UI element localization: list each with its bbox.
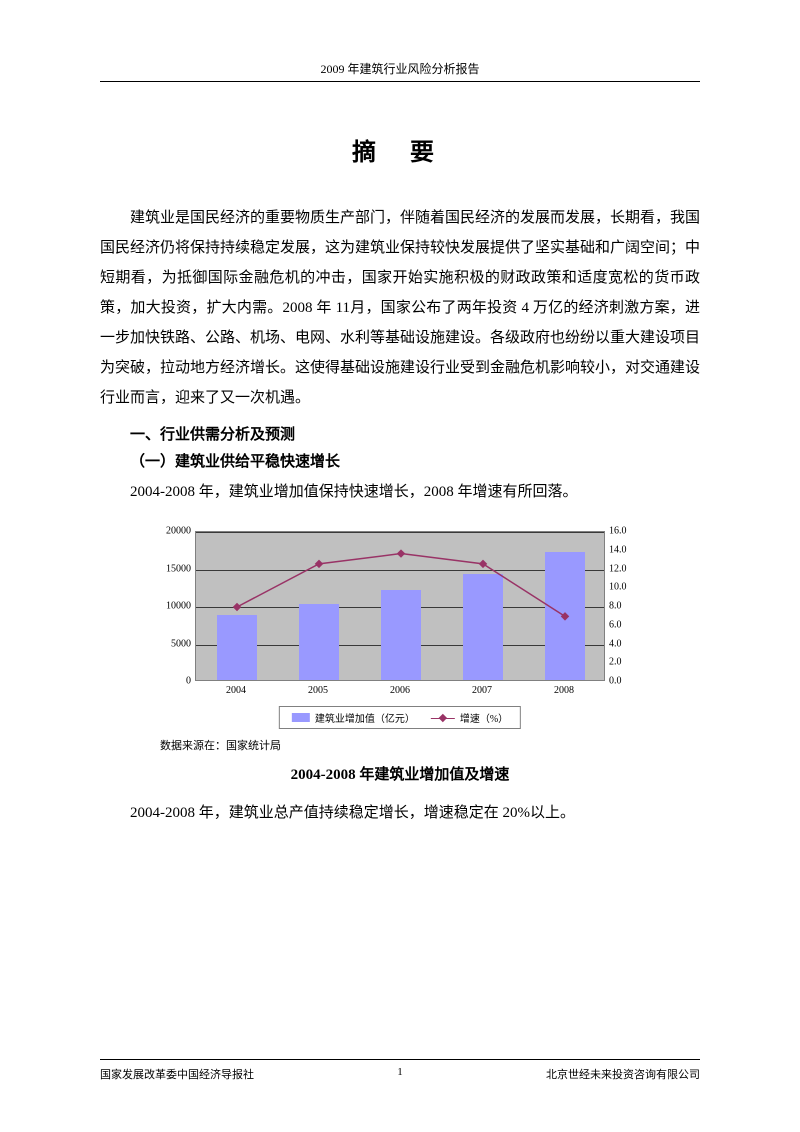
abstract-title: 摘 要	[100, 132, 700, 167]
chart-plot-area	[195, 531, 605, 681]
legend-bar-label: 建筑业增加值（亿元）	[315, 710, 415, 725]
chart-y-left-tick: 20000	[151, 526, 191, 537]
legend-line-label: 增速（%）	[460, 710, 508, 725]
chart-y-right-tick: 12.0	[609, 563, 649, 574]
legend-bar-swatch-icon	[292, 713, 310, 722]
chart-y-right-tick: 2.0	[609, 657, 649, 668]
chart-x-tick: 2007	[462, 685, 502, 696]
footer-left: 国家发展改革委中国经济导报社	[100, 1066, 254, 1082]
page-footer: 国家发展改革委中国经济导报社 1 北京世经未来投资咨询有限公司	[100, 1059, 700, 1082]
chart-y-right-tick: 6.0	[609, 619, 649, 630]
chart-x-tick: 2005	[298, 685, 338, 696]
chart-x-tick: 2006	[380, 685, 420, 696]
chart-y-right-tick: 16.0	[609, 526, 649, 537]
chart-caption: 2004-2008 年建筑业增加值及增速	[100, 763, 700, 784]
bar-line-chart: 0 5000 10000 15000 20000 0.0 2.0 4.0 6.0 8.0 10.0 1…	[145, 521, 655, 731]
footer-right: 北京世经未来投资咨询有限公司	[546, 1066, 700, 1082]
chart-y-right-tick: 14.0	[609, 544, 649, 555]
chart-y-right-tick: 10.0	[609, 582, 649, 593]
chart-legend: 建筑业增加值（亿元） 增速（%）	[279, 706, 521, 729]
chart-line-svg	[196, 532, 604, 680]
chart-y-left-tick: 15000	[151, 563, 191, 574]
footer-page-number: 1	[397, 1066, 403, 1082]
chart-y-right-tick: 4.0	[609, 638, 649, 649]
chart-y-right-tick: 0.0	[609, 676, 649, 687]
paragraph-supply-growth: 2004-2008 年，建筑业增加值保持快速增长，2008 年增速有所回落。	[100, 477, 700, 507]
chart-container: 0 5000 10000 15000 20000 0.0 2.0 4.0 6.0 8.0 10.0 1…	[145, 521, 655, 731]
chart-y-left-tick: 0	[151, 676, 191, 687]
paragraph-output-growth: 2004-2008 年，建筑业总产值持续稳定增长，增速稳定在 20%以上。	[100, 798, 700, 828]
section-heading-1: 一、行业供需分析及预测	[100, 423, 700, 444]
legend-line-item: 增速（%）	[431, 710, 508, 725]
chart-source-note: 数据来源在：国家统计局	[160, 737, 700, 753]
page-header: 2009 年建筑行业风险分析报告	[100, 60, 700, 82]
chart-y-left-tick: 5000	[151, 638, 191, 649]
chart-x-tick: 2004	[216, 685, 256, 696]
chart-y-right-tick: 8.0	[609, 601, 649, 612]
abstract-paragraph-1: 建筑业是国民经济的重要物质生产部门，伴随着国民经济的发展而发展，长期看，我国国民…	[100, 203, 700, 413]
legend-bar-item: 建筑业增加值（亿元）	[292, 710, 415, 725]
chart-y-left-tick: 10000	[151, 601, 191, 612]
chart-x-tick: 2008	[544, 685, 584, 696]
legend-line-swatch-icon	[431, 713, 455, 723]
section-heading-1-1: （一）建筑业供给平稳快速增长	[100, 450, 700, 471]
